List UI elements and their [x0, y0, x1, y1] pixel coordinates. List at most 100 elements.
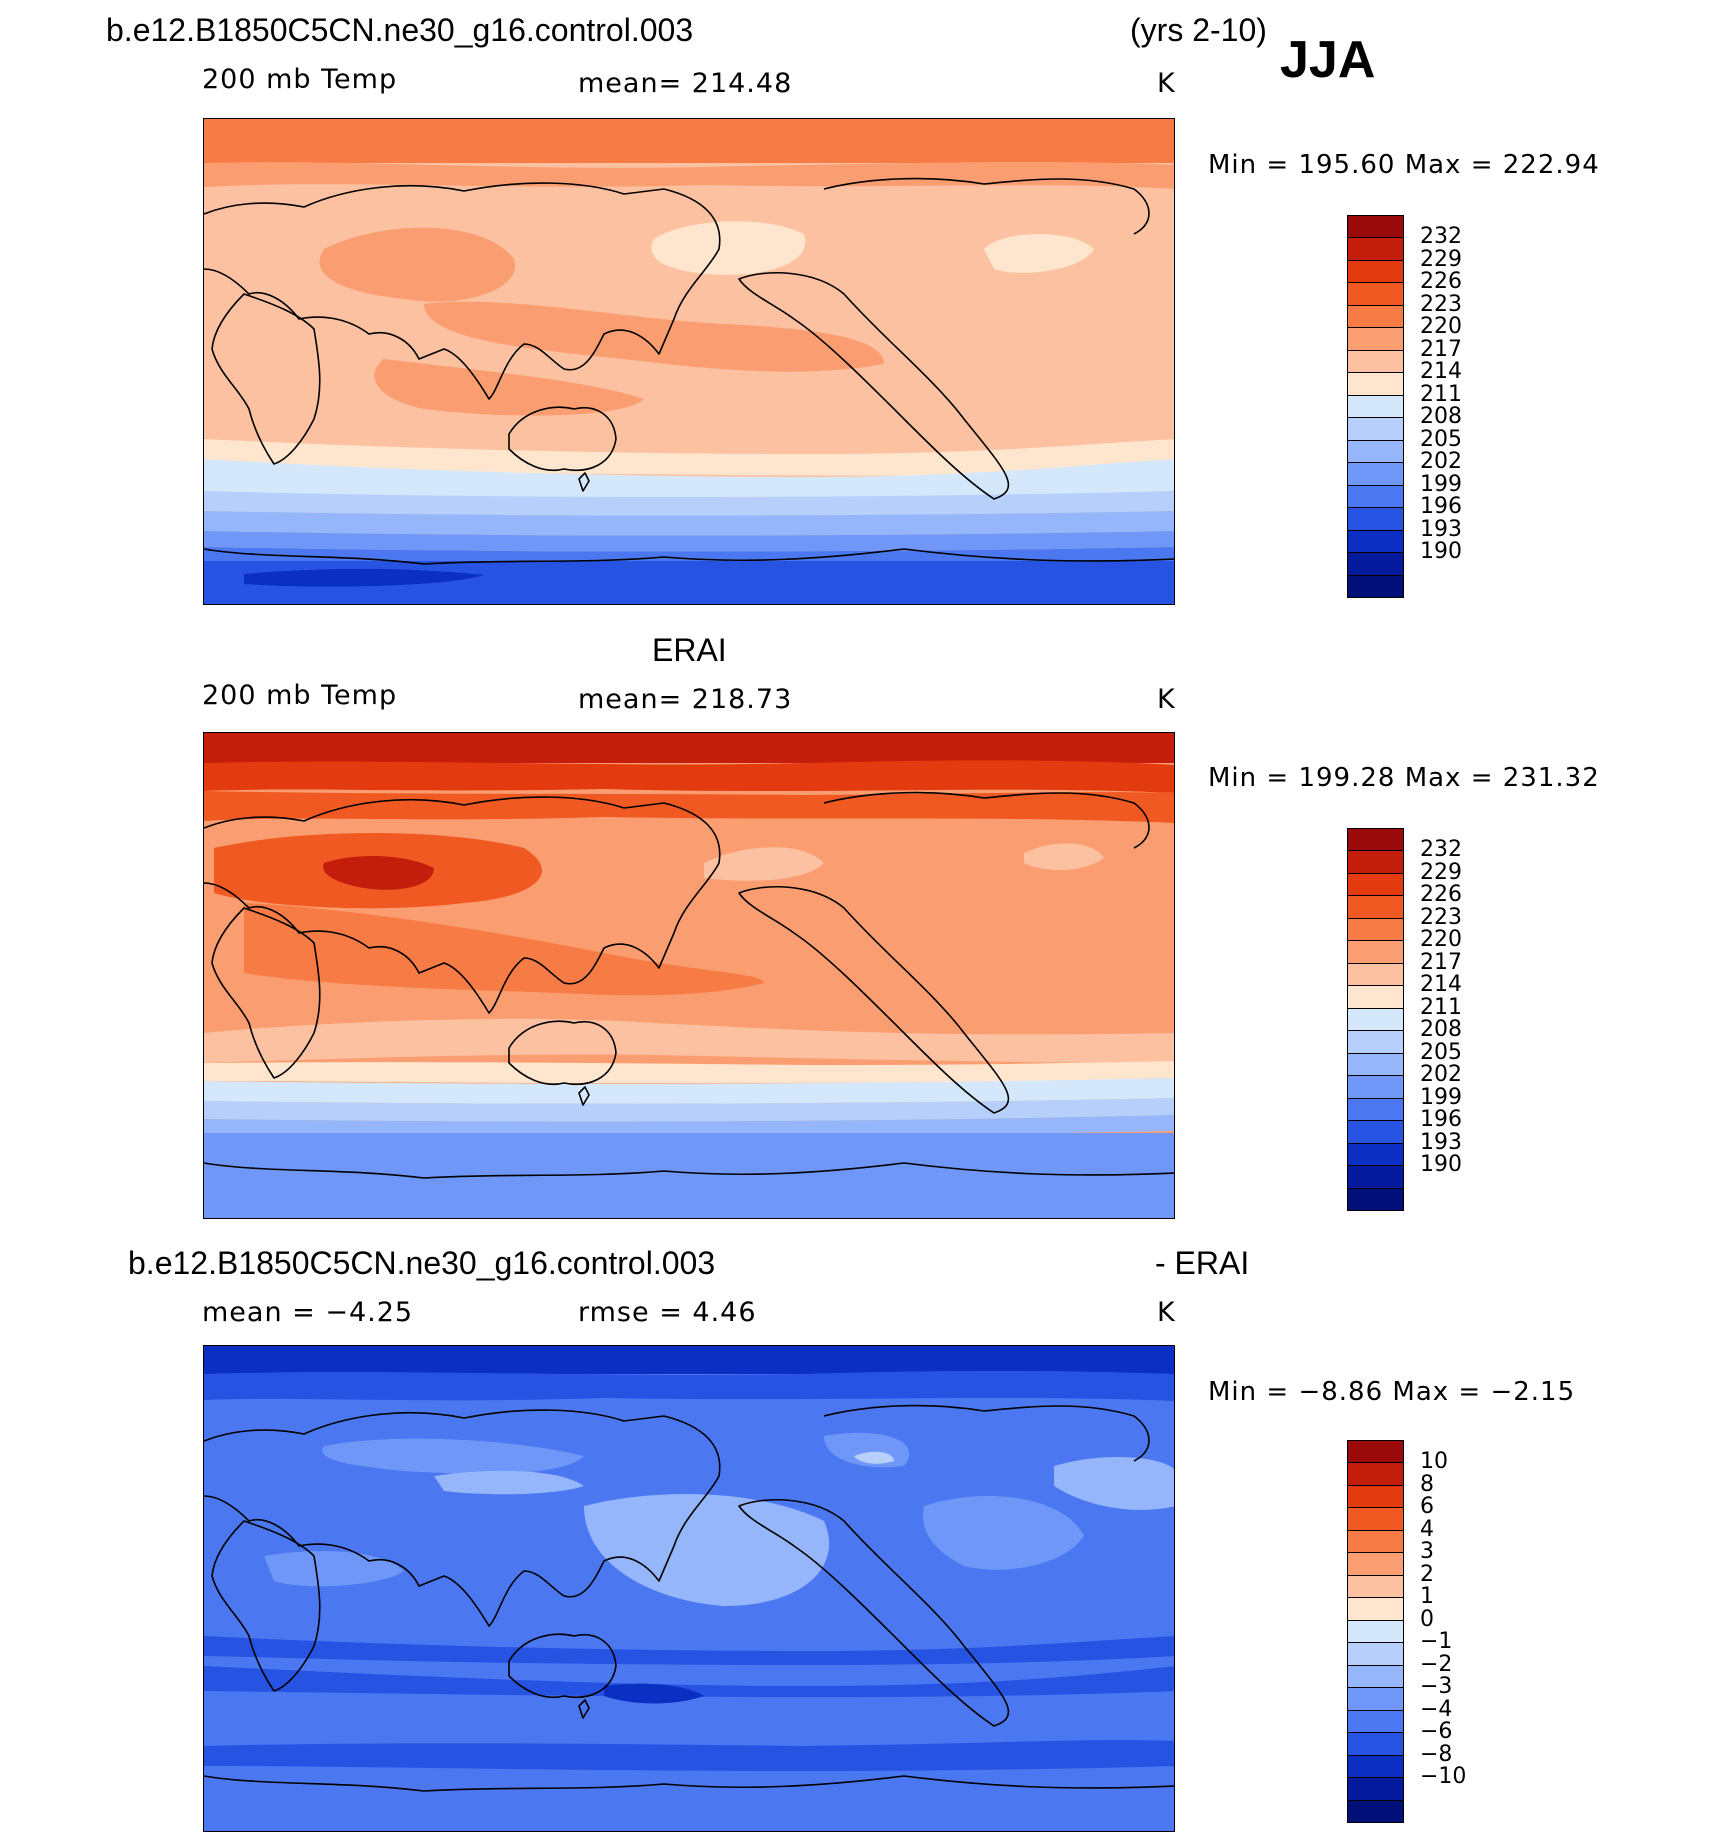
colorbar-swatch [1347, 1165, 1404, 1189]
map-diff [203, 1345, 1175, 1832]
colorbar-tick-label: 190 [1420, 1152, 1462, 1178]
colorbar-swatch [1347, 1187, 1404, 1211]
colorbar-tick-label: −1 [1420, 1629, 1453, 1655]
panel-obs-minmax: Min = 199.28 Max = 231.32 [1208, 763, 1600, 793]
colorbar-swatch [1347, 895, 1404, 919]
colorbar-swatch [1347, 1529, 1404, 1554]
colorbar-tick-label: 226 [1420, 269, 1462, 295]
colorbar-tick-label: 220 [1420, 314, 1462, 340]
colorbar-swatch [1347, 962, 1404, 987]
colorbar-tick-label: 220 [1420, 927, 1462, 953]
colorbar-swatch [1347, 1440, 1404, 1464]
colorbar-swatch [1347, 1507, 1404, 1531]
colorbar-obs: 232 229 226 223 220 217 214 211 208 205 202 199 196 1… [1347, 828, 1462, 1211]
colorbar-swatch [1347, 394, 1404, 419]
colorbar-swatch [1347, 259, 1404, 284]
season-label: JJA [1280, 31, 1376, 89]
colorbar-swatch [1347, 1754, 1404, 1779]
panel-test-mean: mean= 214.48 [578, 68, 793, 99]
colorbar-swatch [1347, 828, 1404, 852]
colorbar-tick-label: 190 [1420, 539, 1462, 565]
map-obs [203, 732, 1175, 1219]
panel-test-variable: 200 mb Temp [202, 64, 398, 95]
colorbar-tick-label: 196 [1420, 1107, 1462, 1133]
colorbar-tick-label: 205 [1420, 1039, 1462, 1065]
colorbar-tick-label: −2 [1420, 1651, 1453, 1677]
colorbar-tick-label: −8 [1420, 1741, 1453, 1767]
panel-diff-mean: mean = −4.25 [202, 1297, 414, 1328]
colorbar-swatch [1347, 507, 1404, 531]
panel-obs-mean: mean= 218.73 [578, 684, 793, 715]
colorbar-swatch [1347, 484, 1404, 509]
colorbar-swatch [1347, 917, 1404, 942]
colorbar-swatch [1347, 462, 1404, 486]
colorbar-tick-label: 202 [1420, 1062, 1462, 1088]
colorbar-tick-label: 232 [1420, 224, 1462, 250]
colorbar-tick-label: 202 [1420, 449, 1462, 475]
colorbar-tick-label: 2 [1420, 1561, 1434, 1587]
panel-diff-minmax: Min = −8.86 Max = −2.15 [1208, 1377, 1576, 1407]
colorbar-swatch [1347, 850, 1404, 874]
colorbar-tick-label: 214 [1420, 972, 1462, 998]
colorbar-tick-label: 229 [1420, 246, 1462, 272]
colorbar-swatch [1347, 940, 1404, 964]
colorbar-tick-label: 211 [1420, 994, 1462, 1020]
colorbar-swatch [1347, 1799, 1404, 1823]
colorbar-swatch [1347, 1030, 1404, 1054]
colorbar-swatch [1347, 574, 1404, 598]
colorbar-tick-label: 217 [1420, 336, 1462, 362]
colorbar-swatch [1347, 1619, 1404, 1644]
colorbar-tick-label: 196 [1420, 494, 1462, 520]
colorbar-diff: 10 8 6 4 3 2 1 0 −1 −2 −3 −4 −6 −8 −10 [1347, 1440, 1466, 1823]
colorbar-swatch [1347, 1642, 1404, 1666]
panel-diff-title-left: b.e12.B1850C5CN.ne30_g16.control.003 [128, 1245, 716, 1281]
colorbar-swatch [1347, 1732, 1404, 1756]
colorbar-swatch [1347, 282, 1404, 306]
colorbar-swatch [1347, 872, 1404, 897]
colorbar-swatch [1347, 417, 1404, 441]
colorbar-tick-label: 6 [1420, 1494, 1434, 1520]
colorbar-tick-label: 223 [1420, 291, 1462, 317]
map-test [203, 118, 1175, 605]
panel-obs-units: K [1157, 684, 1176, 715]
colorbar-swatch [1347, 1120, 1404, 1144]
colorbar-tick-label: 208 [1420, 1017, 1462, 1043]
panel-test-units: K [1157, 68, 1176, 99]
panel-diff-title-right: - ERAI [1155, 1245, 1250, 1281]
panel-diff-rmse: rmse = 4.46 [578, 1297, 757, 1328]
colorbar-tick-label: 0 [1420, 1606, 1434, 1632]
case-title: b.e12.B1850C5CN.ne30_g16.control.003 [106, 12, 694, 48]
colorbar-swatch [1347, 1709, 1404, 1734]
colorbar-swatch [1347, 237, 1404, 261]
years-label: (yrs 2-10) [1130, 12, 1267, 48]
colorbar-swatch [1347, 1664, 1404, 1689]
colorbar-tick-label: 208 [1420, 404, 1462, 430]
colorbar-swatch [1347, 1574, 1404, 1599]
colorbar-tick-label: 8 [1420, 1471, 1434, 1497]
colorbar-swatch [1347, 1007, 1404, 1032]
colorbar-swatch [1347, 529, 1404, 554]
colorbar-test: 232 229 226 223 220 217 214 211 208 205 202 199 196 1… [1347, 215, 1462, 598]
colorbar-swatch [1347, 1075, 1404, 1099]
colorbar-tick-label: 10 [1420, 1449, 1448, 1475]
colorbar-swatch [1347, 1777, 1404, 1801]
colorbar-tick-label: −10 [1420, 1764, 1467, 1790]
colorbar-tick-label: −3 [1420, 1674, 1453, 1700]
colorbar-tick-label: 214 [1420, 359, 1462, 385]
colorbar-tick-label: 1 [1420, 1584, 1434, 1610]
colorbar-swatch [1347, 327, 1404, 351]
colorbar-tick-label: 193 [1420, 1129, 1462, 1155]
colorbar-swatch [1347, 1097, 1404, 1122]
colorbar-swatch [1347, 304, 1404, 329]
panel-obs-variable: 200 mb Temp [202, 680, 398, 711]
colorbar-tick-label: 199 [1420, 1084, 1462, 1110]
panel-obs-title: ERAI [652, 632, 727, 668]
panel-diff-units: K [1157, 1297, 1176, 1328]
colorbar-swatch [1347, 1484, 1404, 1509]
colorbar-tick-label: 193 [1420, 516, 1462, 542]
colorbar-swatch [1347, 1142, 1404, 1167]
colorbar-swatch [1347, 1597, 1404, 1621]
colorbar-tick-label: 226 [1420, 882, 1462, 908]
colorbar-swatch [1347, 1687, 1404, 1711]
colorbar-swatch [1347, 215, 1404, 239]
